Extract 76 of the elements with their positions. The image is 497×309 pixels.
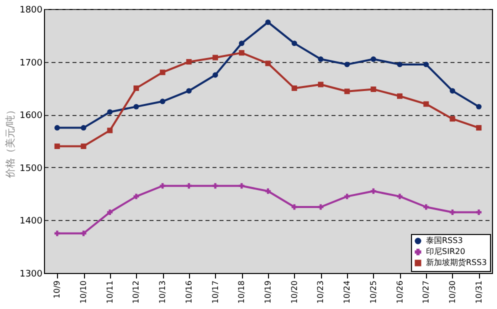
y-tick-label: 1700 xyxy=(20,58,43,68)
x-tick-label: 10/25 xyxy=(368,280,378,304)
point xyxy=(212,54,218,60)
point xyxy=(450,210,456,216)
point xyxy=(318,82,324,88)
point xyxy=(54,144,60,150)
x-tick-label: 10/13 xyxy=(158,280,168,304)
y-tick-label: 1300 xyxy=(20,270,43,280)
x-tick-label: 10/12 xyxy=(132,280,141,304)
point xyxy=(80,144,86,150)
point xyxy=(318,56,324,62)
point xyxy=(80,230,86,236)
point xyxy=(238,183,244,189)
point xyxy=(54,125,60,131)
legend-label: 新加坡期货RSS3 xyxy=(426,258,487,267)
x-tick-label: 10/11 xyxy=(105,280,114,304)
point xyxy=(476,104,482,110)
x-tick-label: 10/30 xyxy=(448,280,457,304)
point xyxy=(318,204,324,210)
x-tick-label: 10/27 xyxy=(422,280,431,304)
point xyxy=(107,210,113,216)
y-tick-label: 1800 xyxy=(20,6,43,16)
point xyxy=(238,50,244,56)
point xyxy=(423,62,429,68)
point xyxy=(186,88,192,94)
legend-label: 泰国RSS3 xyxy=(426,236,463,245)
x-tick-label: 10/18 xyxy=(237,280,246,304)
point xyxy=(450,116,456,122)
point xyxy=(265,60,271,66)
point xyxy=(186,183,192,189)
x-tick-label: 10/19 xyxy=(264,280,272,304)
legend-label: 印尼SIR20 xyxy=(426,247,466,256)
point xyxy=(292,85,298,91)
point xyxy=(370,86,376,92)
y-tick-label: 1600 xyxy=(20,111,43,122)
point xyxy=(160,183,166,189)
point xyxy=(133,104,139,110)
point xyxy=(265,19,271,25)
x-tick-label: 10/31 xyxy=(474,280,484,304)
x-tick-label: 10/16 xyxy=(184,280,194,304)
y-tick-label: 1400 xyxy=(20,216,43,227)
point xyxy=(344,62,350,68)
x-tick-label: 10/24 xyxy=(342,280,352,304)
point xyxy=(397,194,403,200)
point xyxy=(238,40,244,46)
x-tick-label: 10/26 xyxy=(395,280,404,304)
y-tick-label: 1500 xyxy=(20,164,43,174)
point xyxy=(133,85,139,91)
point xyxy=(450,88,456,94)
x-tick-label: 10/17 xyxy=(210,280,220,304)
point xyxy=(160,70,166,76)
y-axis-title: 价格（美元/吨） xyxy=(4,104,17,180)
point xyxy=(423,101,429,107)
point xyxy=(292,40,298,46)
point xyxy=(370,188,376,194)
point xyxy=(370,56,376,62)
point xyxy=(344,194,350,200)
point xyxy=(107,128,113,134)
point xyxy=(397,62,403,68)
point xyxy=(265,188,271,194)
point xyxy=(133,194,139,200)
x-tick-label: 10/9 xyxy=(52,280,62,298)
point xyxy=(476,125,482,131)
point xyxy=(212,183,218,189)
x-tick-label: 10/23 xyxy=(316,280,326,304)
point xyxy=(212,72,218,78)
point xyxy=(186,59,192,65)
point xyxy=(107,109,113,115)
point xyxy=(80,125,86,131)
point xyxy=(160,98,166,104)
point xyxy=(54,230,60,236)
point xyxy=(397,93,403,99)
x-tick-label: 10/10 xyxy=(79,280,88,304)
point xyxy=(344,88,350,94)
x-tick-label: 10/20 xyxy=(290,280,299,304)
point xyxy=(476,210,482,216)
